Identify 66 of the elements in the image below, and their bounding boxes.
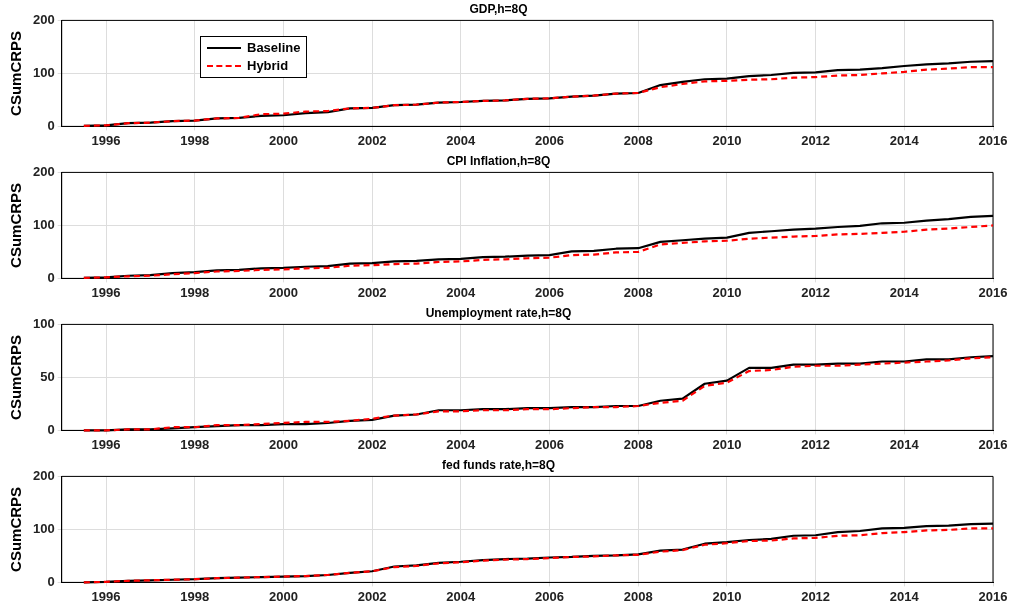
- y-axis-title: CSumCRPS: [7, 486, 25, 572]
- y-axis-title: CSumCRPS: [7, 30, 25, 116]
- x-tick-label: 2016: [978, 132, 1008, 148]
- x-tick-label: 2014: [889, 132, 920, 148]
- x-tick-label: 2006: [535, 284, 564, 300]
- y-tick-label: 0: [47, 573, 55, 589]
- x-tick-label: 2012: [801, 284, 831, 300]
- y-tick-label: 0: [47, 269, 55, 285]
- x-tick-label: 2010: [712, 284, 742, 300]
- x-tick-label: 2008: [623, 588, 653, 604]
- x-tick-label: 2016: [978, 436, 1008, 452]
- x-tick-label: 1998: [180, 588, 210, 604]
- x-tick-label: 2002: [357, 588, 387, 604]
- x-tick-label: 2016: [978, 284, 1008, 300]
- x-tick-label: 2014: [889, 284, 920, 300]
- x-tick-label: 1996: [91, 588, 121, 604]
- y-tick-label: 100: [32, 216, 55, 232]
- x-tick-label: 2006: [535, 436, 564, 452]
- x-tick-label: 1996: [91, 284, 121, 300]
- x-tick-label: 2010: [712, 132, 742, 148]
- y-tick-label: 200: [32, 467, 55, 483]
- x-tick-label: 1998: [180, 132, 210, 148]
- x-tick-label: 1998: [180, 284, 210, 300]
- y-tick-label: 100: [32, 64, 55, 80]
- x-tick-label: 2012: [801, 588, 831, 604]
- y-tick-label: 100: [32, 315, 55, 331]
- y-tick-label: 100: [32, 520, 55, 536]
- chart-title: GDP,h=8Q: [469, 1, 528, 16]
- x-tick-label: 2000: [268, 132, 298, 148]
- chart-title: fed funds rate,h=8Q: [441, 457, 556, 472]
- x-tick-label: 2016: [978, 588, 1008, 604]
- x-tick-label: 2004: [446, 284, 477, 300]
- x-tick-label: 1998: [180, 436, 210, 452]
- x-tick-label: 2002: [357, 284, 387, 300]
- x-tick-label: 2012: [801, 436, 831, 452]
- chart-title: Unemployment rate,h=8Q: [425, 305, 572, 320]
- y-tick-label: 50: [40, 368, 55, 384]
- x-tick-label: 2006: [535, 132, 564, 148]
- x-tick-label: 2002: [357, 436, 387, 452]
- y-tick-label: 0: [47, 421, 55, 437]
- x-tick-label: 2014: [889, 436, 920, 452]
- y-tick-label: 200: [32, 11, 55, 27]
- x-tick-label: 2010: [712, 436, 742, 452]
- y-axis-title: CSumCRPS: [7, 182, 25, 268]
- x-tick-label: 2008: [623, 132, 653, 148]
- x-tick-label: 2002: [357, 132, 387, 148]
- x-tick-label: 2008: [623, 284, 653, 300]
- chart-title: CPI Inflation,h=8Q: [446, 153, 551, 168]
- x-tick-label: 2004: [446, 132, 477, 148]
- y-tick-label: 0: [47, 117, 55, 133]
- x-tick-label: 1996: [91, 132, 121, 148]
- legend-label: Baseline: [247, 39, 301, 57]
- x-tick-label: 2012: [801, 132, 831, 148]
- x-tick-label: 2000: [268, 436, 298, 452]
- x-tick-label: 2000: [268, 588, 298, 604]
- y-tick-label: 200: [32, 163, 55, 179]
- legend-label: Hybrid: [247, 57, 289, 75]
- x-tick-label: 2004: [446, 436, 477, 452]
- x-tick-label: 1996: [91, 436, 121, 452]
- x-tick-label: 2006: [535, 588, 564, 604]
- x-tick-label: 2010: [712, 588, 742, 604]
- x-tick-label: 2000: [268, 284, 298, 300]
- x-tick-label: 2014: [889, 588, 920, 604]
- y-axis-title: CSumCRPS: [7, 334, 25, 420]
- x-tick-label: 2004: [446, 588, 477, 604]
- x-tick-label: 2008: [623, 436, 653, 452]
